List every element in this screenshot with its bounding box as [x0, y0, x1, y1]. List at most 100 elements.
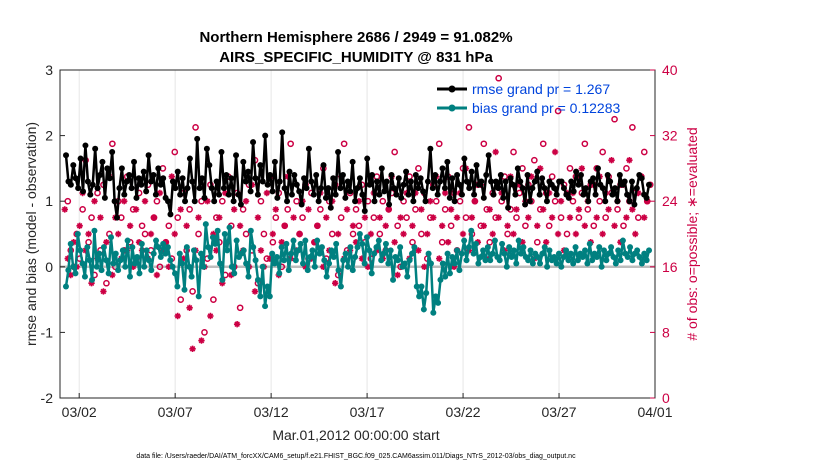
bias-point — [589, 257, 596, 264]
bias-point — [354, 244, 361, 251]
obs-possible-marker — [590, 222, 598, 230]
rmse-point — [570, 188, 577, 195]
rmse-point — [332, 191, 339, 198]
bias-point — [636, 253, 643, 260]
left-axis-ticks: -2 -1 0 1 2 3 — [41, 62, 65, 406]
rmse-point — [276, 178, 283, 185]
obs-evaluated-marker — [566, 214, 574, 221]
rmse-point — [434, 191, 441, 198]
obs-evaluated-marker — [236, 222, 244, 229]
bias-point — [202, 221, 209, 228]
obs-evaluated-marker — [361, 214, 369, 221]
rmse-point — [82, 142, 89, 149]
rmse-point — [189, 178, 196, 185]
obs-evaluated-marker — [323, 214, 330, 221]
obs-evaluated-marker — [450, 263, 458, 270]
bias-point — [67, 240, 74, 247]
rmse-point — [388, 171, 395, 178]
bias-point — [380, 250, 387, 257]
bias-point — [100, 244, 107, 251]
obs-evaluated-marker — [418, 206, 425, 213]
bias-point — [72, 270, 79, 277]
obs-possible-marker — [623, 165, 630, 172]
obs-possible-marker — [477, 222, 485, 230]
bias-point — [269, 250, 276, 257]
rmse-point — [568, 178, 575, 185]
rmse-point — [177, 191, 184, 198]
rmse-point — [225, 191, 232, 198]
obs-evaluated-marker — [320, 263, 327, 270]
bias-point — [290, 237, 297, 244]
obs-evaluated-marker — [251, 288, 259, 295]
obs-evaluated-marker — [453, 214, 461, 221]
rmse-point — [281, 185, 288, 192]
bias-point — [129, 244, 136, 251]
bias-point — [627, 244, 634, 251]
obs-evaluated-marker — [551, 148, 559, 156]
rmse-point — [369, 171, 376, 178]
obs-possible-marker — [328, 230, 336, 238]
rmse-point — [580, 191, 587, 198]
rmse-point — [157, 181, 164, 188]
rmse-point — [126, 171, 133, 178]
bias-point — [276, 270, 283, 277]
rmse-point — [410, 198, 417, 205]
obs-possible-marker — [495, 74, 503, 82]
obs-evaluated-marker — [578, 165, 586, 172]
rmse-point — [213, 178, 220, 185]
rmse-point — [344, 178, 351, 185]
rmse-point — [228, 175, 235, 182]
rmse-point — [585, 198, 592, 205]
bias-point — [503, 263, 510, 270]
obs-possible-marker — [513, 214, 520, 221]
rmse-point — [432, 171, 439, 178]
rmse-point — [573, 168, 580, 175]
bias-point — [86, 257, 93, 264]
obs-evaluated-marker — [519, 239, 526, 246]
bias-point — [413, 283, 420, 290]
obs-evaluated-marker — [605, 206, 612, 213]
obs-evaluated-marker — [156, 189, 164, 197]
bias-point — [378, 257, 385, 264]
obs-evaluated-marker — [525, 214, 532, 221]
obs-possible-marker — [569, 197, 577, 205]
bias-point — [70, 263, 77, 270]
rmse-point — [522, 201, 529, 208]
rmse-point — [330, 175, 337, 182]
rmse-point — [614, 198, 621, 205]
rmse-point — [99, 158, 106, 165]
bias-point — [560, 253, 567, 260]
bias-point — [382, 240, 389, 247]
y-right-tick-label: 0 — [662, 390, 670, 406]
rmse-point — [400, 181, 407, 188]
bias-point — [491, 237, 498, 244]
bias-point — [470, 250, 477, 257]
bias-point — [432, 293, 439, 300]
obs-evaluated-marker — [334, 230, 342, 238]
rmse-point — [577, 171, 584, 178]
obs-evaluated-marker — [88, 280, 95, 287]
y-right-tick-label: 8 — [662, 324, 670, 340]
rmse-point — [320, 162, 327, 169]
y-tick-label: 2 — [45, 128, 53, 144]
bias-point — [155, 244, 162, 251]
bias-point — [314, 237, 321, 244]
bias-point — [288, 250, 295, 257]
bias-point — [605, 250, 612, 257]
obs-possible-marker — [340, 140, 348, 148]
obs-evaluated-marker — [444, 239, 452, 246]
obs-evaluated-marker — [382, 222, 389, 229]
bias-point — [145, 257, 152, 264]
rmse-point — [150, 171, 157, 178]
rmse-point — [327, 204, 334, 211]
obs-evaluated-marker — [331, 280, 339, 287]
rmse-point — [194, 135, 201, 142]
rmse-point — [63, 152, 70, 159]
rmse-point — [109, 149, 116, 155]
bias-point — [553, 260, 560, 267]
legend: rmse grand pr = 1.267 bias grand pr = 0.… — [437, 81, 620, 116]
obs-evaluated-marker — [400, 230, 407, 238]
obs-possible-marker — [504, 230, 511, 238]
rmse-point — [495, 185, 502, 192]
obs-possible-marker — [260, 230, 268, 238]
